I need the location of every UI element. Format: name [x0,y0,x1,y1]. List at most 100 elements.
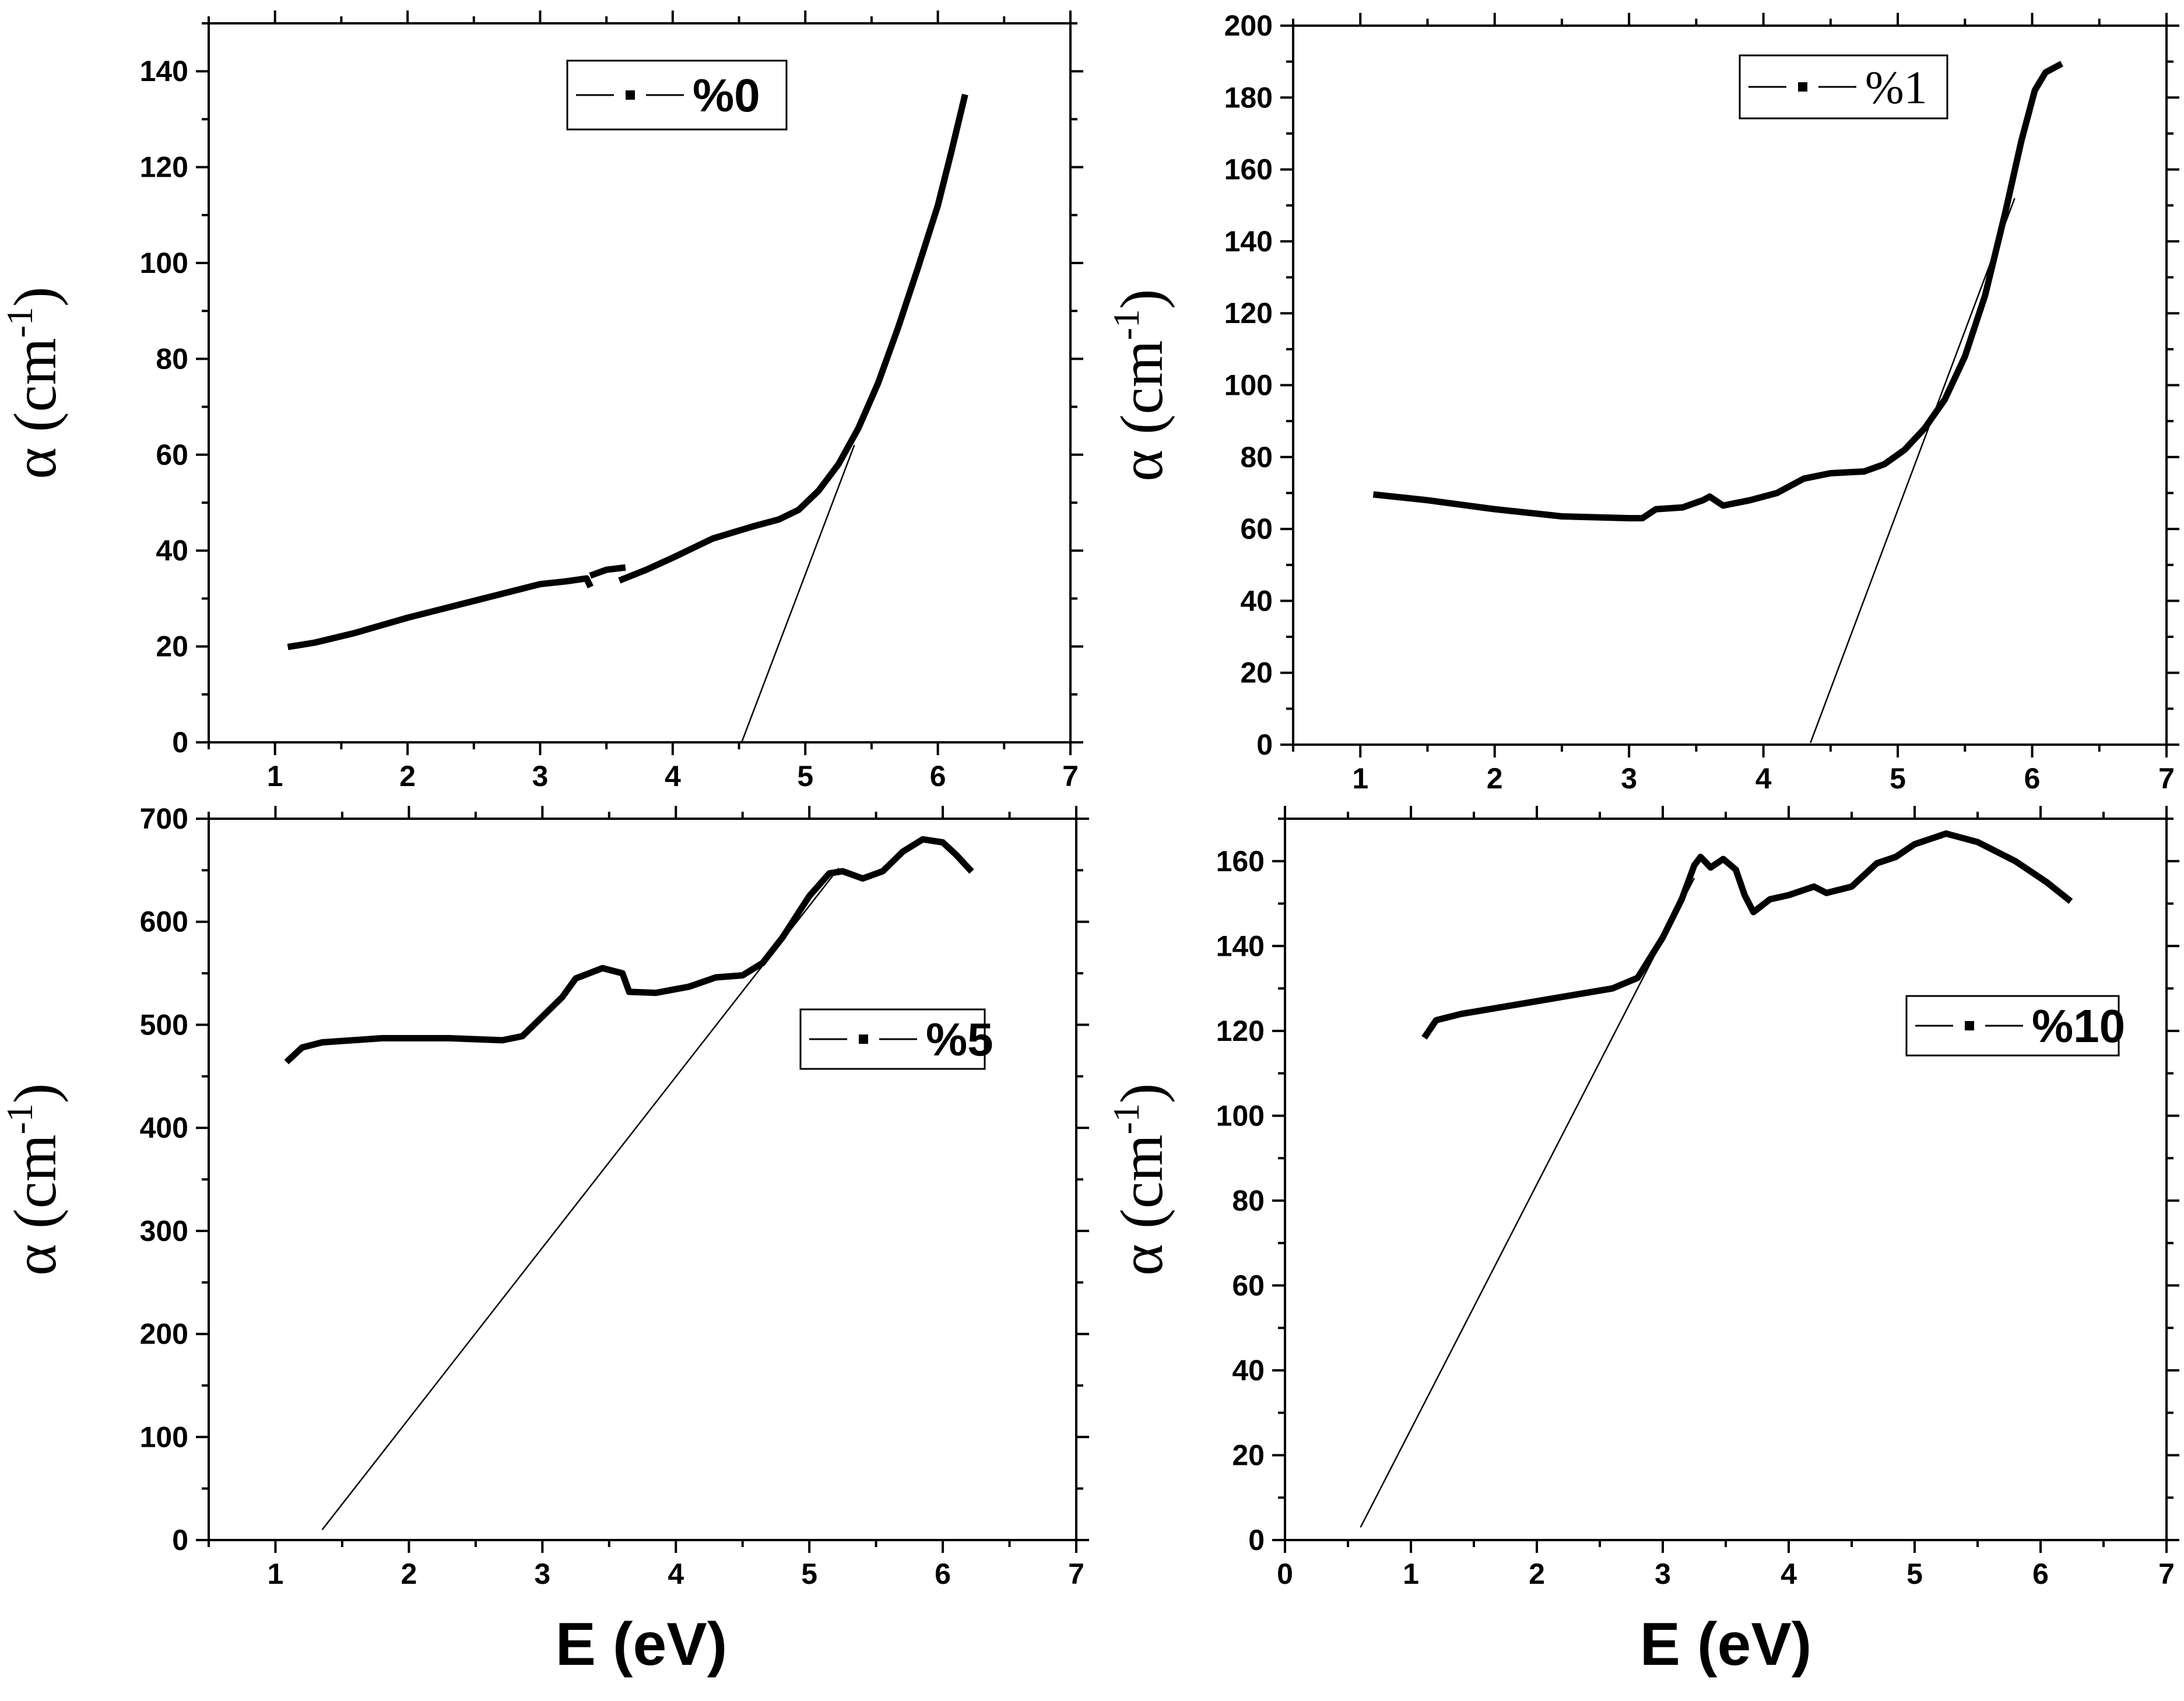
legend-label: %5 [926,1013,993,1065]
y-tick-label: 0 [172,1524,188,1556]
x-tick-label: 7 [1068,1558,1084,1590]
x-tick-label: 2 [1529,1558,1545,1590]
y-axis-label: α (cm-1) [0,286,69,479]
legend-marker [626,90,635,100]
y-axis-label-close: ) [2,1083,69,1103]
y-tick-label: 60 [1232,1269,1265,1302]
x-tick-label: 5 [801,1558,817,1590]
series-line-segment [618,93,968,584]
y-tick-label: 300 [140,1215,188,1247]
x-tick-label: 2 [399,760,416,792]
legend-label: %0 [693,69,760,121]
x-tick-label: 6 [930,760,946,792]
y-axis-label-close: ) [2,286,69,307]
x-tick-label: 1 [1352,762,1368,795]
y-axis-label: α (cm-1) [0,1083,69,1275]
x-tick-label: 4 [665,760,681,792]
x-tick-label: 1 [267,760,283,792]
y-axis-label: α (cm-1) [1105,1083,1175,1275]
x-tick-label: 6 [2032,1558,2049,1590]
x-tick-label: 4 [1755,762,1772,795]
x-tick-label: 7 [1062,760,1079,792]
y-tick-label: 200 [1224,9,1273,42]
y-tick-label: 400 [140,1111,188,1144]
y-tick-label: 700 [140,802,188,835]
y-tick-label: 0 [172,726,188,759]
y-tick-label: 60 [156,439,188,471]
x-tick-label: 6 [2024,762,2041,795]
y-tick-label: 40 [1240,584,1273,617]
series-line-segment [287,575,594,650]
y-tick-label: 600 [140,906,188,938]
y-tick-label: 100 [140,247,188,279]
x-tick-label: 3 [1655,1558,1671,1590]
y-tick-label: 140 [140,55,188,87]
y-axis-label-sup: -1 [0,1103,40,1134]
x-tick-label: 3 [532,760,549,792]
y-axis-label-main: α (cm [2,338,69,479]
y-tick-label: 200 [140,1318,188,1351]
y-tick-label: 20 [1240,657,1273,689]
legend: %10 [1905,995,2125,1057]
y-tick-label: 100 [140,1421,188,1453]
y-axis-label-sup: -1 [0,307,40,338]
x-tick-label: 3 [534,1558,550,1590]
x-tick-label: 2 [401,1558,417,1590]
y-axis-label-sup: -1 [1105,309,1147,340]
x-tick-label: 2 [1487,762,1503,795]
y-tick-label: 20 [156,630,188,663]
y-tick-label: 80 [1240,441,1273,474]
legend: %0 [566,59,788,131]
legend: %5 [799,1008,993,1070]
x-tick-label: 1 [1403,1558,1419,1590]
plot-frame [208,22,1072,743]
chart-p5: 1 2 3 4 5 6 7 0 100 200 300 400 500 600 700 α (cm-1) E (… [0,802,1089,1678]
legend-marker [859,1034,868,1044]
tangent-fit-line [321,868,840,1531]
legend: %1 [1739,54,1948,120]
series-line-segment [1421,830,2073,1040]
x-tick-label: 4 [668,1558,684,1590]
y-axis-label-main: α (cm [1108,340,1175,481]
y-tick-label: 100 [1224,369,1273,402]
legend-label: %10 [2032,1000,2125,1052]
x-tick-label: 7 [2158,1558,2175,1590]
y-tick-label: 60 [1240,513,1273,545]
x-tick-label: 6 [935,1558,951,1590]
y-tick-label: 160 [1216,845,1265,878]
y-tick-label: 120 [1224,297,1273,329]
y-tick-label: 0 [1256,728,1273,761]
legend-marker [1965,1021,1974,1030]
y-tick-label: 40 [1232,1354,1265,1387]
y-axis-label-sup: -1 [1105,1103,1147,1134]
y-axis-label-close: ) [1108,289,1175,309]
y-tick-label: 140 [1224,225,1273,258]
x-tick-label: 5 [1890,762,1906,795]
chart-p10: 0 1 2 3 4 5 6 7 0 20 40 60 80 100 120 140 160 α (cm-1) E (… [1105,806,2179,1678]
legend-label: %1 [1865,62,1927,114]
y-tick-label: 80 [156,342,188,375]
x-axis-label: E (eV) [556,1611,728,1678]
x-tick-label: 5 [797,760,813,792]
chart-p1: 1 2 3 4 5 6 7 0 20 40 60 80 100 120 140 160 180 200 α (cm-… [1105,9,2179,795]
y-axis-label: α (cm-1) [1105,289,1175,481]
y-tick-label: 500 [140,1008,188,1041]
y-tick-label: 120 [140,151,188,184]
y-tick-label: 120 [1216,1015,1265,1047]
y-tick-label: 20 [1232,1439,1265,1471]
x-axis-label: E (eV) [1640,1611,1812,1678]
y-tick-label: 80 [1232,1184,1265,1217]
series-line-segment [589,564,626,579]
x-tick-label: 7 [2158,762,2175,795]
y-tick-label: 160 [1224,153,1273,186]
legend-marker [1798,82,1807,92]
tangent-fit-line [1360,878,1695,1528]
x-tick-label: 5 [1906,1558,1923,1590]
x-tick-label: 3 [1621,762,1637,795]
x-tick-label: 1 [268,1558,284,1590]
tangent-fit-line [1810,198,2016,743]
y-tick-label: 0 [1248,1524,1265,1556]
x-tick-label: 0 [1277,1558,1293,1590]
